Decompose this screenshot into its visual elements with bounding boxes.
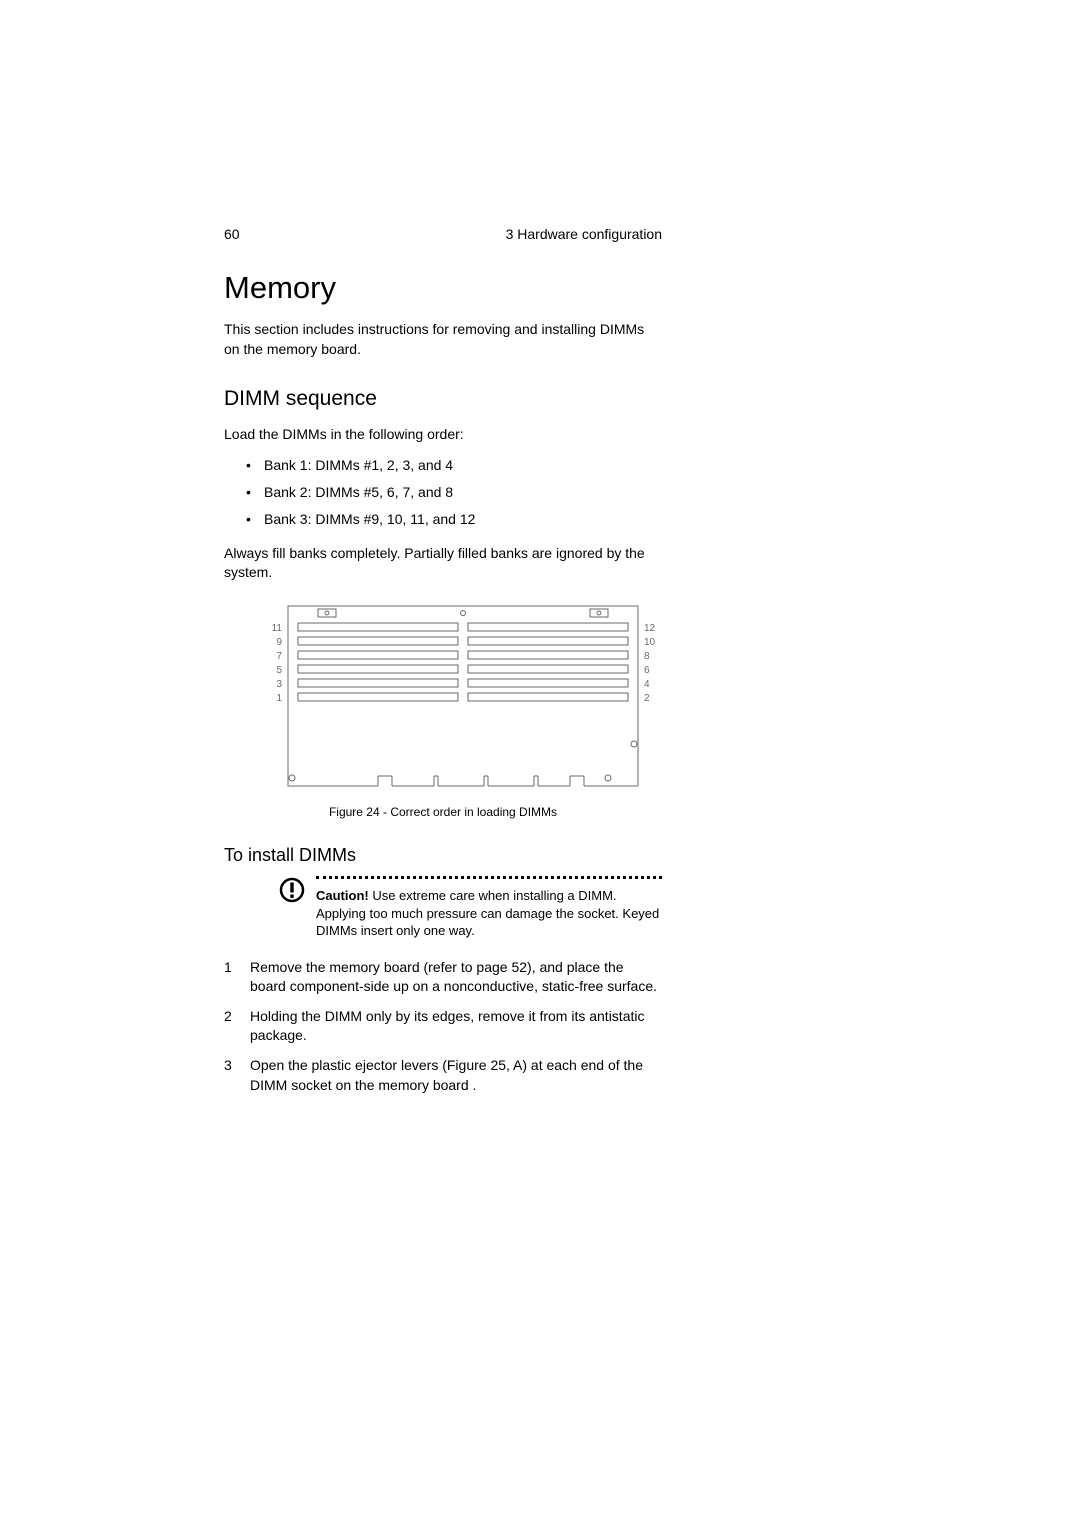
section-heading-install-dimms: To install DIMMs (224, 845, 662, 866)
svg-text:12: 12 (644, 623, 656, 634)
bank-list: Bank 1: DIMMs #1, 2, 3, and 4 Bank 2: DI… (246, 455, 662, 530)
list-item: Bank 1: DIMMs #1, 2, 3, and 4 (246, 455, 662, 476)
caution-block: Caution! Use extreme care when installin… (278, 876, 662, 940)
page-header: 60 3 Hardware configuration (224, 226, 662, 242)
chapter-label: 3 Hardware configuration (506, 226, 662, 242)
list-item: Bank 3: DIMMs #9, 10, 11, and 12 (246, 509, 662, 530)
caution-icon (278, 876, 306, 940)
dimm-board-diagram: 111291078563412 (268, 601, 658, 791)
step-text: Holding the DIMM only by its edges, remo… (250, 1007, 662, 1046)
list-item-text: Bank 2: DIMMs #5, 6, 7, and 8 (264, 484, 453, 500)
step-number: 2 (224, 1007, 250, 1046)
intro-paragraph: This section includes instructions for r… (224, 320, 662, 359)
list-item: Bank 2: DIMMs #5, 6, 7, and 8 (246, 482, 662, 503)
svg-text:5: 5 (276, 665, 282, 676)
caution-text: Caution! Use extreme care when installin… (316, 887, 662, 940)
step-item: 1 Remove the memory board (refer to page… (224, 958, 662, 997)
svg-text:8: 8 (644, 651, 650, 662)
dotted-divider (316, 876, 662, 879)
svg-text:9: 9 (276, 637, 282, 648)
step-text: Open the plastic ejector levers (Figure … (250, 1056, 662, 1095)
svg-text:4: 4 (644, 679, 650, 690)
svg-text:7: 7 (276, 651, 282, 662)
install-steps: 1 Remove the memory board (refer to page… (224, 958, 662, 1096)
svg-text:2: 2 (644, 693, 650, 704)
page-title: Memory (224, 270, 662, 306)
document-page: 60 3 Hardware configuration Memory This … (224, 226, 662, 1105)
step-item: 2 Holding the DIMM only by its edges, re… (224, 1007, 662, 1046)
list-item-text: Bank 3: DIMMs #9, 10, 11, and 12 (264, 511, 475, 527)
svg-text:6: 6 (644, 665, 650, 676)
svg-text:3: 3 (276, 679, 282, 690)
step-text: Remove the memory board (refer to page 5… (250, 958, 662, 997)
figure-24: 111291078563412 Figure 24 - Correct orde… (224, 601, 662, 819)
step-number: 3 (224, 1056, 250, 1095)
svg-text:11: 11 (272, 623, 283, 634)
step-item: 3 Open the plastic ejector levers (Figur… (224, 1056, 662, 1095)
figure-caption: Figure 24 - Correct order in loading DIM… (329, 805, 557, 819)
caution-content: Caution! Use extreme care when installin… (316, 876, 662, 940)
list-item-text: Bank 1: DIMMs #1, 2, 3, and 4 (264, 457, 453, 473)
step-number: 1 (224, 958, 250, 997)
caution-label: Caution! (316, 888, 369, 903)
svg-text:1: 1 (276, 693, 282, 704)
sequence-note: Always fill banks completely. Partially … (224, 544, 662, 583)
page-number: 60 (224, 226, 240, 242)
section-heading-dimm-sequence: DIMM sequence (224, 387, 662, 411)
sequence-lead: Load the DIMMs in the following order: (224, 425, 662, 445)
svg-text:10: 10 (644, 637, 656, 648)
